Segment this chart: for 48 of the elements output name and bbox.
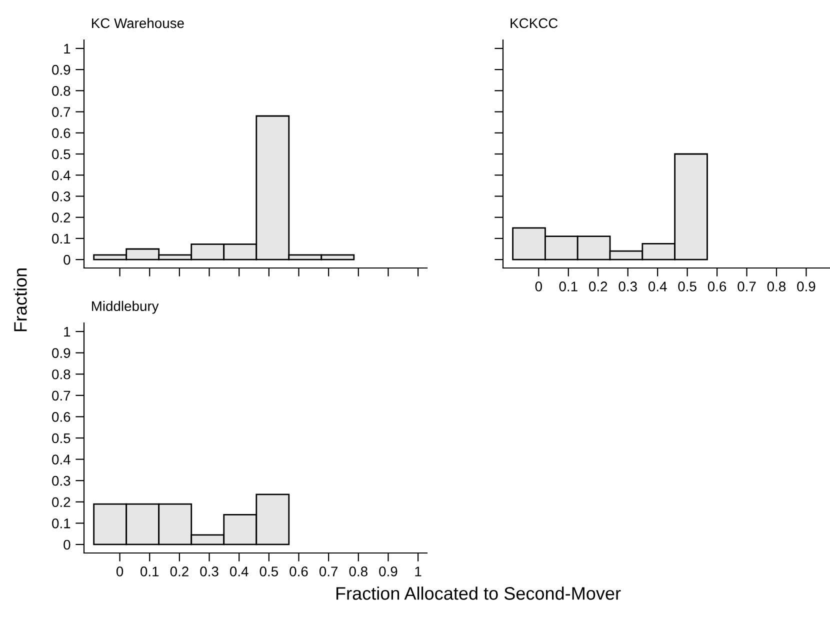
y-tick-label: 0 [64,254,70,265]
x-tick-label: 0.8 [349,566,368,576]
x-tick-label: 0.9 [379,566,398,576]
y-tick-label: 0.8 [52,369,70,380]
chart-title: KCKCC [510,18,558,28]
x-tick-label: 0.6 [290,566,308,576]
y-tick-label: 0.4 [52,454,70,464]
y-tick-label: 0.2 [52,497,70,508]
x-tick-label: 0.1 [140,566,159,576]
y-tick-label: 0.5 [52,433,70,444]
y-tick-label: 0.3 [52,476,70,486]
y-axis-title: Fraction [14,268,27,332]
y-tick-label: 0.6 [52,128,70,138]
y-tick-label: 0.9 [52,348,70,358]
y-tick-label: 0.8 [52,86,70,96]
x-tick-label: 0.8 [767,282,786,292]
y-tick-label: 0.4 [52,170,70,180]
y-tick-label: 0.6 [52,412,70,422]
y-tick-label: 1 [64,326,70,337]
x-tick-label: 0.9 [797,282,816,292]
x-tick-label: 0.2 [589,282,608,292]
x-tick-label: 0.7 [319,566,338,576]
x-tick-label: 1 [415,566,422,576]
x-tick-label: 0.2 [170,566,188,576]
x-tick-label: 0.5 [678,282,696,292]
y-tick-label: 0.1 [52,234,70,244]
y-tick-label: 0 [64,540,70,550]
x-tick-label: 0.1 [559,282,578,292]
x-tick-label: 0.3 [200,566,218,576]
y-tick-label: 0.7 [52,107,70,117]
y-tick-label: 0.3 [52,192,70,202]
x-tick-label: 0.4 [230,566,248,576]
chart-title: KC Warehouse [92,18,184,28]
x-tick-label: 0 [535,282,542,292]
x-axis-title: Fraction Allocated to Second-Mover [336,586,621,600]
y-tick-label: 1 [64,44,70,54]
y-tick-label: 0.2 [52,212,70,223]
x-tick-label: 0 [116,566,124,576]
x-tick-label: 0.6 [708,282,726,292]
y-tick-label: 0.7 [52,390,70,401]
y-tick-label: 0.9 [52,64,70,75]
x-tick-label: 0.4 [648,282,667,292]
y-tick-label: 0.5 [52,149,70,160]
chart-title: Middlebury [92,300,159,314]
y-tick-label: 0.1 [52,518,70,528]
x-tick-label: 0.5 [260,566,278,576]
x-tick-label: 0.3 [618,282,637,292]
x-tick-label: 0.7 [738,282,756,292]
